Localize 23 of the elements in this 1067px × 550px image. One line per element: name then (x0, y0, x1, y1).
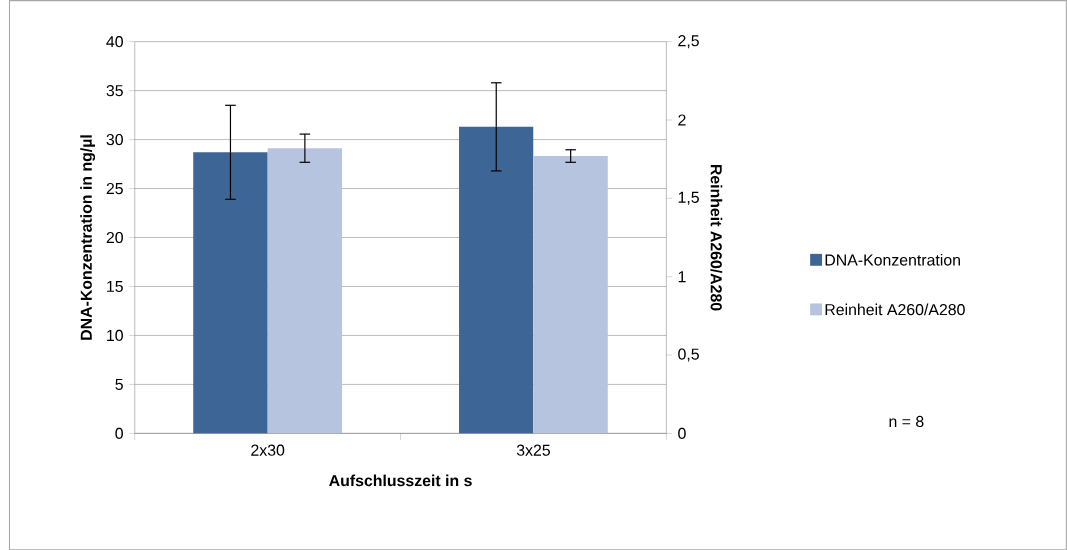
y-tick-label: 10 (107, 329, 123, 341)
y-tick-label: 35 (106, 84, 123, 97)
y2-axis-title: Reinheit A260/A280 (710, 164, 723, 311)
x-tick-label: 2x30 (251, 444, 285, 456)
y2-tick-label: 0,5 (678, 348, 699, 362)
y-axis-title: DNA-Konzentration in ng/µl (80, 135, 96, 340)
y-tick-label: 30 (106, 133, 123, 145)
x-tick-label: 3x25 (516, 444, 550, 456)
y2-tick-label: 0 (678, 427, 686, 439)
y2-tick-label: 2 (678, 114, 686, 126)
y-tick-label: 20 (106, 231, 123, 243)
legend-label: DNA-Konzentration (825, 253, 960, 266)
y2-tick-label: 1,5 (678, 191, 699, 205)
text: n = 8 (889, 415, 924, 427)
y-tick-label: 15 (107, 280, 123, 292)
y-tick-label: 5 (115, 378, 123, 390)
y2-tick-label: 2,5 (678, 34, 699, 48)
y-tick-label: 25 (106, 182, 123, 194)
y2-tick-label: 1 (678, 271, 686, 282)
y-tick-label: 0 (115, 427, 123, 439)
legend-label: Reinheit A260/A280 (825, 303, 965, 316)
y-tick-label: 40 (106, 35, 123, 48)
x-axis-title: Aufschlusszeit in s (329, 474, 472, 487)
